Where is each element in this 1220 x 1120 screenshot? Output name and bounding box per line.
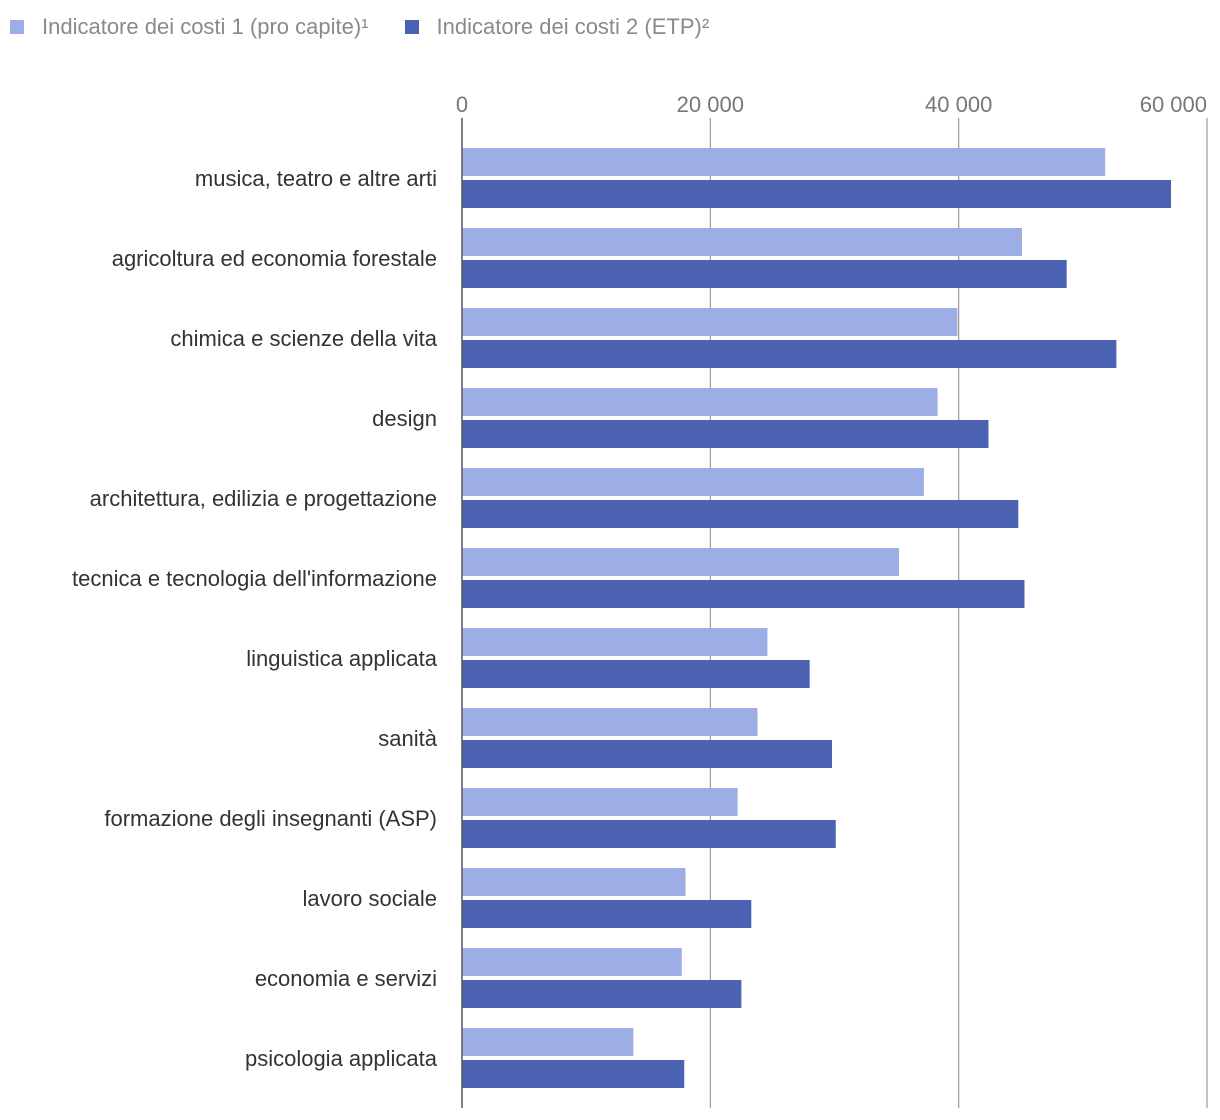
bar-series2-6 (462, 660, 810, 688)
bar-series2-2 (462, 340, 1117, 368)
category-label-0: musica, teatro e altre arti (195, 166, 437, 191)
category-label-11: psicologia applicata (245, 1046, 438, 1071)
legend-label-series-2: Indicatore dei costi 2 (ETP)² (436, 14, 710, 39)
legend-swatch-series-2 (404, 20, 419, 34)
bar-series1-0 (462, 148, 1106, 176)
bar-series2-3 (462, 420, 989, 448)
bar-series2-0 (462, 180, 1171, 208)
bar-series1-9 (462, 868, 686, 896)
bar-series1-7 (462, 708, 758, 736)
bar-series2-8 (462, 820, 836, 848)
bar-series2-9 (462, 900, 752, 928)
x-tick-label-1: 20 000 (677, 92, 744, 117)
category-label-4: architettura, edilizia e progettazione (90, 486, 437, 511)
bar-series2-10 (462, 980, 742, 1008)
category-label-8: formazione degli insegnanti (ASP) (104, 806, 437, 831)
category-label-3: design (372, 406, 437, 431)
bar-series1-1 (462, 228, 1022, 256)
category-label-5: tecnica e tecnologia dell'informazione (72, 566, 437, 591)
legend-label-series-1: Indicatore dei costi 1 (pro capite)¹ (42, 14, 369, 39)
bar-series1-2 (462, 308, 958, 336)
category-label-6: linguistica applicata (246, 646, 438, 671)
legend-item-series-2: Indicatore dei costi 2 (ETP)² (404, 14, 710, 40)
category-label-1: agricoltura ed economia forestale (112, 246, 437, 271)
bar-series1-10 (462, 948, 682, 976)
legend-swatch-series-1 (10, 20, 24, 34)
bar-series2-1 (462, 260, 1067, 288)
x-tick-label-3: 60 000 (1140, 92, 1207, 117)
bar-series1-8 (462, 788, 738, 816)
legend: Indicatore dei costi 1 (pro capite)¹ Ind… (10, 10, 745, 44)
bar-series1-4 (462, 468, 924, 496)
bar-series1-5 (462, 548, 900, 576)
bar-series1-3 (462, 388, 938, 416)
x-tick-label-2: 40 000 (925, 92, 992, 117)
bar-series2-11 (462, 1060, 685, 1088)
category-label-2: chimica e scienze della vita (170, 326, 437, 351)
bar-series2-4 (462, 500, 1019, 528)
x-tick-label-0: 0 (456, 92, 468, 117)
category-label-7: sanità (378, 726, 437, 751)
category-label-9: lavoro sociale (302, 886, 437, 911)
bar-series1-6 (462, 628, 768, 656)
category-label-10: economia e servizi (255, 966, 437, 991)
legend-item-series-1: Indicatore dei costi 1 (pro capite)¹ (10, 14, 369, 40)
bar-series1-11 (462, 1028, 634, 1056)
bar-series2-7 (462, 740, 833, 768)
bar-series2-5 (462, 580, 1025, 608)
